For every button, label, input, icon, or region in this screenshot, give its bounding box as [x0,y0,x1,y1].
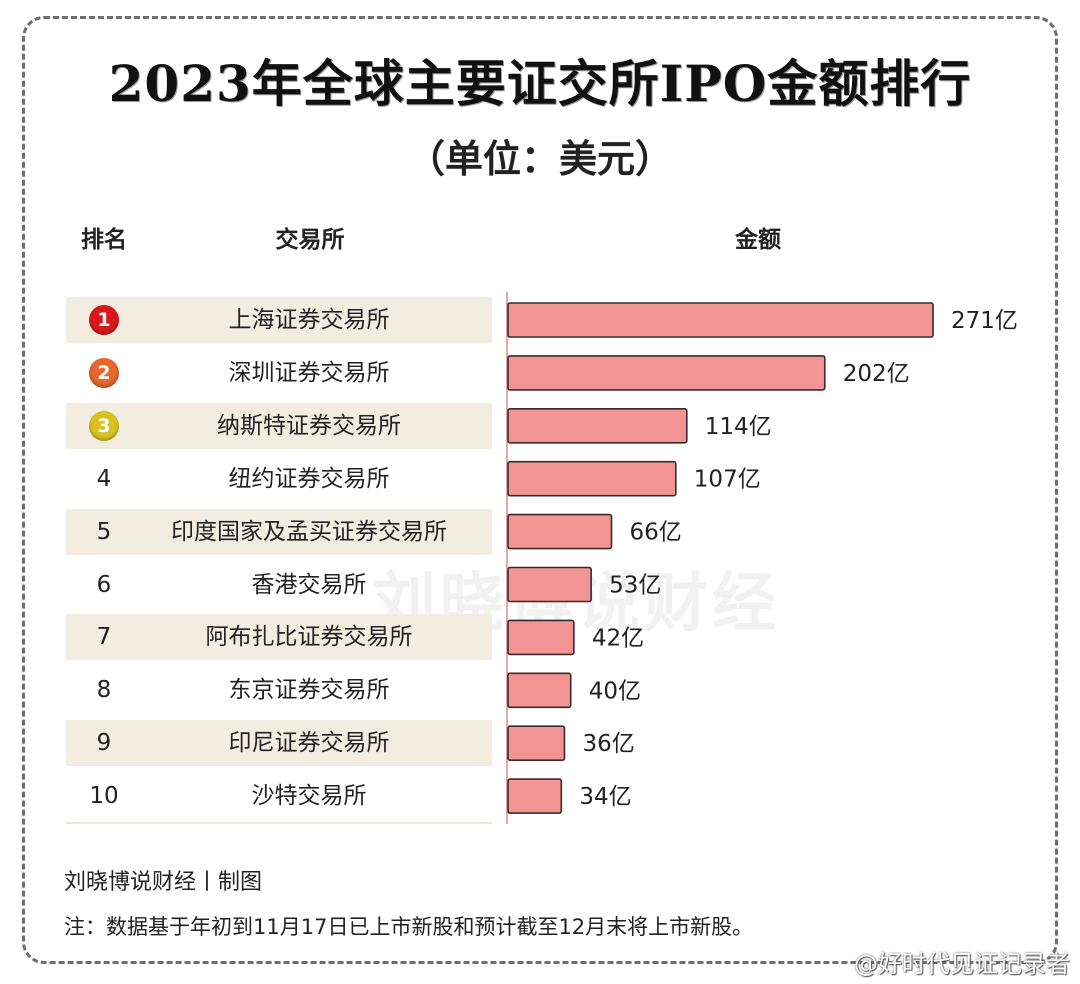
bar [507,513,613,550]
rank-number: 7 [96,624,112,651]
exchange-name: 东京证券交易所 [228,677,390,704]
table-bottom-rule [66,822,492,824]
rank-number: 5 [96,518,112,545]
table-row-band [66,402,492,449]
exchange-name: 印度国家及孟买证券交易所 [171,518,447,545]
rank-medal-1: 1 [89,305,119,335]
table-row-band [66,720,492,767]
bar [507,778,563,814]
bar-value-label: 107亿 [694,467,761,493]
bar [507,407,688,444]
header-exchange: 交易所 [275,227,345,253]
bar [507,619,575,656]
chart-subtitle: （单位：美元） [406,136,673,181]
card-frame [22,16,1058,964]
exchange-name: 阿布扎比证券交易所 [205,624,413,651]
header-rank: 排名 [81,227,127,253]
table-row-band [66,508,492,555]
bar-value-label: 202亿 [843,361,910,387]
rank-number: 10 [89,783,119,810]
exchange-name: 沙特交易所 [251,783,367,810]
bar-value-label: 53亿 [609,573,661,599]
header-amount: 金额 [735,227,781,253]
bar-value-label: 42亿 [592,625,644,651]
rank-number: 9 [96,730,112,757]
exchange-name: 纳斯特证券交易所 [217,412,401,439]
bar-axis-line [506,292,508,824]
bar [507,355,826,391]
bar [507,725,566,762]
exchange-name: 印尼证券交易所 [228,730,390,757]
bar [507,672,572,709]
bar-value-label: 271亿 [951,308,1018,334]
bar-value-label: 114亿 [705,414,772,440]
exchange-name: 深圳证券交易所 [228,359,390,386]
table-row-band [66,614,492,661]
weibo-watermark: @好时代见证记录者 [854,950,1070,978]
bar-value-label: 36亿 [582,731,634,757]
exchange-name: 上海证券交易所 [228,307,390,333]
bar [507,302,934,338]
bar-value-label: 40亿 [589,678,641,704]
rank-number: 6 [96,571,112,598]
table-row-band [66,297,492,343]
rank-number: 4 [96,465,112,492]
chart-title: 2023年全球主要证交所IPO金额排行 [108,54,972,113]
rank-number: 8 [96,677,112,704]
exchange-name: 香港交易所 [251,571,367,598]
credit-line: 刘晓博说财经丨制图 [64,870,263,895]
rank-medal-3: 3 [89,410,119,441]
rank-medal-2: 2 [89,357,119,388]
bar-value-label: 34亿 [579,784,631,810]
bar-value-label: 66亿 [630,520,682,546]
bar [507,566,592,603]
exchange-name: 纽约证券交易所 [228,465,390,492]
bar [507,460,677,497]
footnote: 注：数据基于年初到11月17日已上市新股和预计截至12月末将上市新股。 [64,915,754,939]
